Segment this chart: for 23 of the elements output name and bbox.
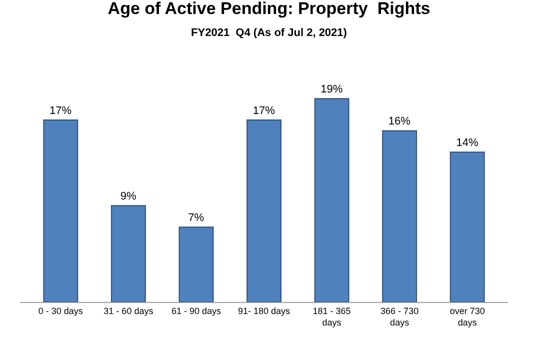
chart-title: Age of Active Pending: Property Rights xyxy=(108,0,430,18)
x-tick-label: 366 - 730 days xyxy=(380,306,419,328)
data-label: 14% xyxy=(456,137,478,150)
x-tick-label: 0 - 30 days xyxy=(38,306,84,316)
bar xyxy=(450,152,485,302)
bar xyxy=(246,120,282,302)
x-tick-label: 31 - 60 days xyxy=(104,306,154,316)
bar xyxy=(111,205,146,302)
bar xyxy=(43,120,78,302)
data-label: 16% xyxy=(388,116,411,128)
x-tick-label: 61 - 90 days xyxy=(171,306,222,316)
bar xyxy=(382,130,417,302)
data-label: 9% xyxy=(120,190,137,203)
data-label: 17% xyxy=(252,105,276,118)
data-label: 19% xyxy=(320,84,343,96)
data-label: 17% xyxy=(50,105,72,118)
x-tick-label: 91- 180 days xyxy=(238,306,291,316)
x-tick-label: over 730 days xyxy=(450,306,485,328)
data-label: 7% xyxy=(188,212,204,224)
chart-subtitle: FY2021 Q4 (As of Jul 2, 2021) xyxy=(191,26,348,39)
bar xyxy=(178,226,214,302)
x-tick-label: 181 - 365 days xyxy=(312,306,351,328)
bar xyxy=(314,98,350,302)
